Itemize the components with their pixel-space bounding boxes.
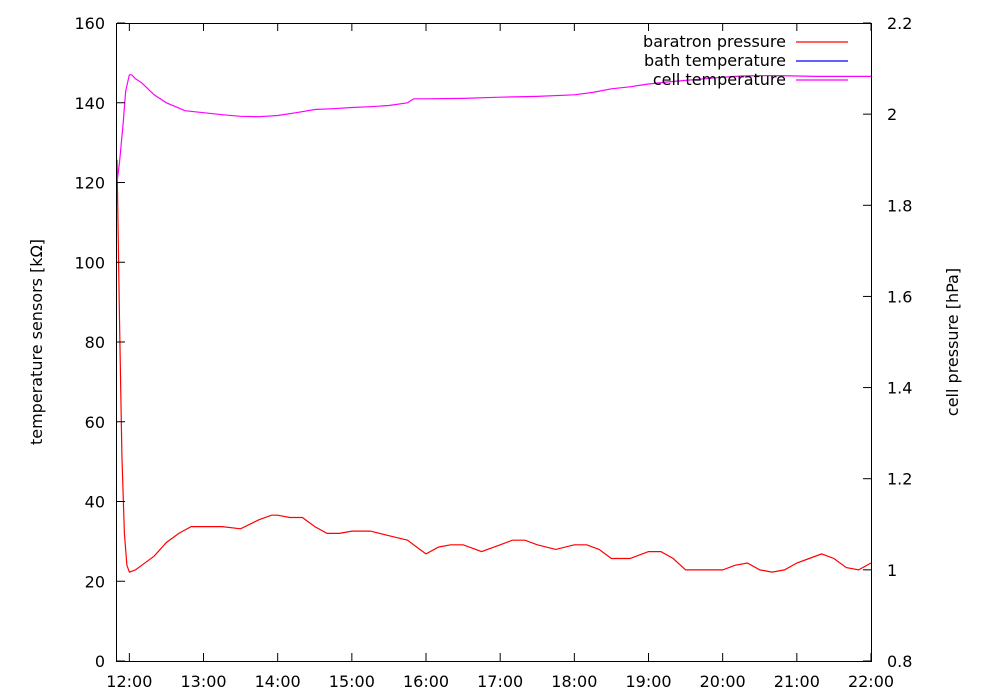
- x-tick-label: 21:00: [774, 672, 820, 691]
- y2-tick-label: 1: [887, 561, 897, 580]
- x-tick-label: 18:00: [551, 672, 597, 691]
- y-tick-label: 60: [85, 413, 105, 432]
- y-tick-label: 40: [85, 493, 105, 512]
- y-tick-label: 0: [95, 652, 105, 671]
- y2-tick-label: 1.6: [887, 287, 912, 306]
- legend-label-1: bath temperature: [644, 51, 786, 70]
- x-tick-label: 13:00: [180, 672, 226, 691]
- y2-tick-label: 0.8: [887, 652, 912, 671]
- series-line-2: [116, 74, 871, 183]
- x-axis: 12:00 13:00 14:00 15:00 16:00 17:00 18:00 19:00…: [106, 23, 894, 691]
- y-axis-left: 0 20 40 60 80 100 120 140 160: [74, 14, 125, 671]
- y2-tick-label: 1.2: [887, 470, 912, 489]
- x-tick-label: 16:00: [403, 672, 449, 691]
- x-tick-label: 17:00: [477, 672, 523, 691]
- y-axis-right: 0.8 1 1.2 1.4 1.6 1.8 2 2.2: [863, 14, 912, 671]
- y2-tick-label: 2: [887, 105, 897, 124]
- x-tick-label: 15:00: [329, 672, 375, 691]
- y-tick-label: 20: [85, 572, 105, 591]
- x-tick-label: 14:00: [255, 672, 301, 691]
- y-axis-title: temperature sensors [kΩ]: [27, 239, 46, 445]
- y-tick-label: 100: [74, 253, 105, 272]
- y-tick-label: 140: [74, 94, 105, 113]
- plot-marks: [116, 74, 872, 573]
- legend-label-2: cell temperature: [653, 70, 786, 89]
- x-tick-label: 19:00: [625, 672, 671, 691]
- plot-frame: [116, 23, 872, 662]
- y2-axis-title: cell pressure [hPa]: [943, 268, 962, 416]
- y-tick-label: 160: [74, 14, 105, 33]
- y-tick-label: 120: [74, 174, 105, 193]
- y2-tick-label: 2.2: [887, 14, 912, 33]
- y-tick-label: 80: [85, 333, 105, 352]
- legend-label-0: baratron pressure: [643, 32, 786, 51]
- y2-tick-label: 1.8: [887, 196, 912, 215]
- x-tick-label: 20:00: [700, 672, 746, 691]
- x-tick-label: 22:00: [848, 672, 894, 691]
- y2-tick-label: 1.4: [887, 379, 912, 398]
- series-line-0: [116, 159, 872, 573]
- x-tick-label: 12:00: [106, 672, 152, 691]
